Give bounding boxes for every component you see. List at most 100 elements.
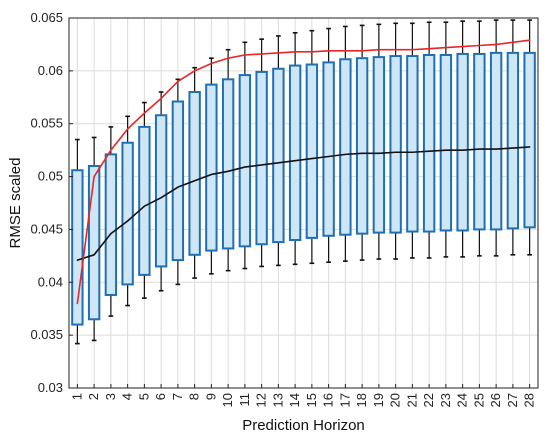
box-series (71, 19, 536, 345)
x-tick-label: 9 (203, 393, 218, 400)
box-body (238, 74, 252, 248)
box-body (489, 51, 503, 231)
box-body (372, 56, 386, 234)
box-16 (322, 27, 335, 264)
x-tick-label: 19 (371, 393, 386, 407)
box-2 (87, 136, 101, 342)
x-tick-label: 23 (438, 393, 453, 407)
x-tick-label: 14 (287, 393, 302, 407)
box-body (288, 64, 302, 241)
box-body (523, 51, 536, 229)
x-tick-label: 20 (388, 393, 403, 407)
box-body (255, 70, 268, 246)
x-tick-label: 3 (103, 393, 118, 400)
y-tick-label: 0.03 (38, 380, 63, 395)
box-26 (489, 19, 503, 257)
box-body (355, 57, 369, 235)
y-tick-label: 0.045 (30, 221, 63, 236)
x-tick-label: 4 (120, 393, 135, 400)
box-20 (389, 22, 402, 260)
box-body (104, 153, 118, 296)
box-body (439, 54, 453, 232)
x-tick-label: 6 (153, 393, 168, 400)
x-tick-label: 10 (220, 393, 235, 407)
box-27 (506, 19, 520, 256)
box-body (339, 58, 352, 236)
plot-frame (68, 17, 539, 389)
x-axis-label: Prediction Horizon (242, 417, 365, 434)
box-17 (339, 25, 352, 262)
box-1 (71, 138, 84, 345)
x-tick-label: 24 (455, 393, 470, 407)
box-12 (255, 38, 268, 268)
box-25 (473, 20, 486, 257)
box-23 (439, 21, 453, 258)
box-body (71, 169, 84, 326)
x-tick-label: 18 (354, 393, 369, 407)
x-tick-label: 13 (270, 393, 285, 407)
box-body (138, 125, 151, 276)
box-body (322, 61, 335, 237)
box-11 (238, 41, 252, 270)
x-tick-label: 28 (522, 393, 537, 407)
y-axis-label: RMSE scaled (7, 158, 24, 249)
y-tick-label: 0.06 (38, 63, 63, 78)
box-19 (372, 23, 386, 260)
box-body (456, 52, 469, 232)
box-24 (456, 20, 469, 258)
box-body (188, 91, 201, 256)
x-tick-label: 16 (321, 393, 336, 407)
box-body (205, 83, 218, 252)
box-body (389, 55, 402, 234)
box-body (506, 51, 520, 230)
line-series-1 (76, 146, 531, 261)
box-6 (154, 91, 168, 292)
box-body (87, 165, 101, 321)
x-tick-label: 25 (471, 393, 486, 407)
box-body (406, 55, 419, 233)
y-axis-ticks: 0.03 0.035 0.04 0.045 0.05 0.055 0.06 0.065 (30, 10, 73, 395)
x-tick-label: 21 (404, 393, 419, 407)
box-7 (171, 78, 185, 286)
box-body (422, 54, 436, 233)
box-21 (406, 22, 419, 259)
x-tick-label: 8 (187, 393, 202, 400)
x-tick-label: 12 (254, 393, 269, 407)
box-body (272, 67, 285, 244)
x-tick-label: 7 (170, 393, 185, 400)
box-18 (355, 24, 369, 261)
box-15 (305, 29, 319, 265)
box-4 (121, 115, 134, 307)
x-tick-label: 2 (86, 393, 101, 400)
y-tick-label: 0.055 (30, 116, 63, 131)
x-tick-label: 27 (505, 393, 520, 407)
box-body (171, 100, 185, 262)
y-tick-label: 0.035 (30, 327, 63, 342)
box-body (305, 63, 319, 239)
x-tick-label: 5 (136, 393, 151, 400)
box-body (121, 141, 134, 286)
x-axis-ticks: 1 2 3 4 5 6 7 8 9 10 11 12 13 14 15 16 17 18 19 20 21 22 23 24 2… (69, 384, 537, 407)
box-13 (272, 35, 285, 267)
x-tick-label: 26 (488, 393, 503, 407)
x-tick-label: 22 (421, 393, 436, 407)
y-tick-label: 0.05 (38, 169, 63, 184)
x-tick-label: 1 (69, 393, 84, 400)
y-tick-label: 0.04 (38, 274, 63, 289)
x-tick-label: 11 (237, 393, 252, 407)
box-5 (138, 101, 151, 299)
y-tick-label: 0.065 (30, 10, 63, 25)
box-22 (422, 21, 436, 259)
box-10 (221, 48, 235, 272)
x-tick-label: 17 (337, 393, 352, 407)
line-series-2 (76, 39, 531, 305)
line-series (76, 39, 531, 305)
x-tick-label: 15 (304, 393, 319, 407)
box-9 (205, 57, 218, 275)
box-28 (523, 19, 536, 256)
box-body (154, 114, 168, 268)
box-body (221, 78, 235, 250)
box-14 (288, 31, 302, 266)
box-body (473, 52, 486, 231)
